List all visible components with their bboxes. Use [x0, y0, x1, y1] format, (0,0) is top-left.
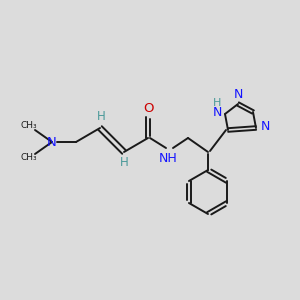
Text: H: H [97, 110, 105, 124]
Text: H: H [213, 98, 221, 108]
Text: N: N [47, 136, 57, 148]
Text: N: N [212, 106, 222, 119]
Text: H: H [120, 157, 128, 169]
Text: CH₃: CH₃ [21, 154, 37, 163]
Text: NH: NH [159, 152, 177, 164]
Text: CH₃: CH₃ [21, 122, 37, 130]
Text: O: O [143, 101, 153, 115]
Text: N: N [260, 121, 270, 134]
Text: N: N [233, 88, 243, 101]
